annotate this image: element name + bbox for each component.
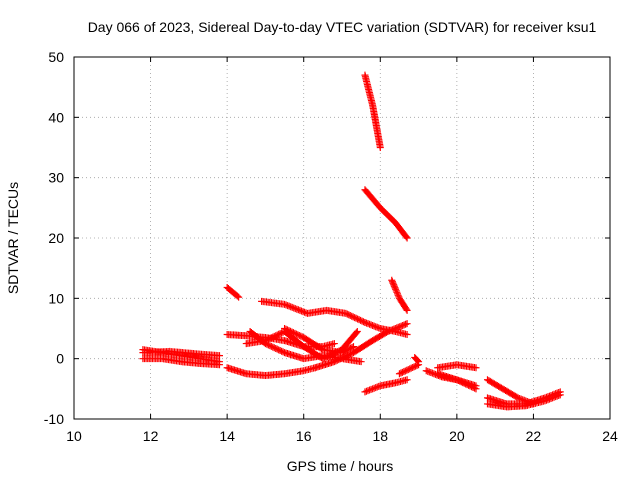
x-tick-label: 10 (66, 428, 82, 444)
x-tick-label: 18 (372, 428, 388, 444)
y-tick-label: 0 (56, 351, 64, 367)
data-point-markers (361, 318, 411, 339)
series-arc-o (388, 276, 411, 314)
data-point-markers (139, 347, 223, 360)
data-point-markers (139, 355, 223, 369)
series-arc-n (361, 186, 411, 242)
x-tick-label: 20 (449, 428, 465, 444)
data-point-markers (258, 297, 369, 326)
data-point-markers (361, 186, 411, 242)
data-point-markers (223, 283, 243, 301)
series-arc-q (395, 361, 423, 378)
x-tick-label: 16 (296, 428, 312, 444)
data-point-markers (223, 364, 319, 380)
y-tick-label: 10 (48, 290, 64, 306)
y-tick-label: 50 (48, 49, 64, 65)
y-tick-label: 40 (48, 109, 64, 125)
series-arc-g (258, 297, 369, 326)
series-arc-l (281, 325, 357, 357)
series-arc-p (361, 376, 411, 396)
series-arc-f (223, 283, 243, 301)
x-tick-label: 14 (219, 428, 235, 444)
x-tick-label: 12 (143, 428, 159, 444)
data-point-markers (434, 361, 480, 372)
data-point-markers (361, 71, 384, 151)
series-arc-m (361, 71, 384, 151)
y-tick-label: 30 (48, 170, 64, 186)
data-point-markers (281, 325, 357, 357)
chart-title: Day 066 of 2023, Sidereal Day-to-day VTE… (88, 19, 597, 35)
x-axis-ticks: 10 12 14 16 18 20 22 24 (66, 57, 618, 444)
series-arc-c (139, 347, 223, 360)
y-tick-label: 20 (48, 230, 64, 246)
data-point-markers (388, 276, 411, 314)
y-axis-ticks: -10 0 10 20 30 40 50 (44, 49, 610, 427)
data-point-markers (434, 370, 480, 393)
x-tick-label: 24 (602, 428, 618, 444)
series-arc-t (434, 370, 480, 393)
data-marks (139, 71, 564, 411)
grid-lines (74, 57, 610, 419)
data-point-markers (411, 353, 423, 366)
series-arc-w (483, 376, 537, 408)
series-arc-h (361, 318, 411, 339)
series-arc-s (434, 361, 480, 372)
x-tick-label: 22 (526, 428, 542, 444)
data-point-markers (395, 361, 423, 378)
data-point-markers (361, 376, 411, 396)
series-arc-b (139, 355, 223, 369)
data-point-markers (483, 376, 537, 408)
series-arc-x (411, 353, 423, 366)
x-axis-label: GPS time / hours (287, 458, 394, 474)
y-axis-label: SDTVAR / TECUs (5, 182, 21, 294)
series-arc-d (223, 364, 319, 380)
y-tick-label: -10 (44, 411, 64, 427)
